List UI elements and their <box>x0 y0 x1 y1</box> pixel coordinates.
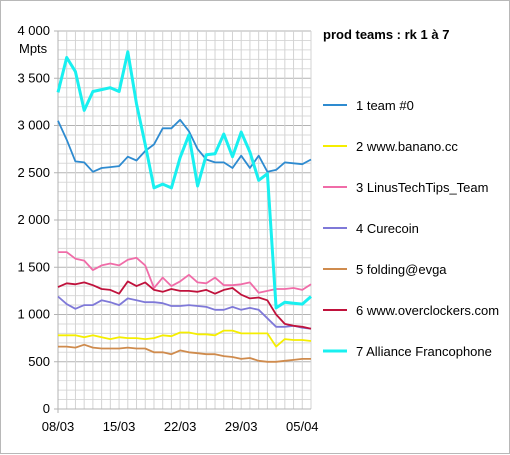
x-tick-label: 29/03 <box>225 419 258 434</box>
legend-label-1: 1 team #0 <box>356 98 414 113</box>
y-tick-label: 4 000 <box>17 23 50 38</box>
chart-title: prod teams : rk 1 à 7 <box>323 27 449 42</box>
x-tick-label: 15/03 <box>103 419 136 434</box>
y-tick-label: 2 500 <box>17 165 50 180</box>
legend-label-4: 4 Curecoin <box>356 221 419 236</box>
chart-axes <box>54 30 311 413</box>
x-tick-label: 08/03 <box>42 419 75 434</box>
series-line-2 <box>58 329 312 348</box>
y-tick-label: 3 000 <box>17 118 50 133</box>
series-line-4 <box>57 295 312 330</box>
y-tick-label: 2 000 <box>17 212 50 227</box>
y-tick-label: 3 500 <box>17 70 50 85</box>
legend-label-2: 2 www.banano.cc <box>356 139 458 154</box>
series-line-6 <box>57 280 312 330</box>
series-line-5 <box>58 343 311 363</box>
x-tick-label: 05/04 <box>286 419 319 434</box>
x-tick-label: 22/03 <box>164 419 197 434</box>
y-tick-label: 500 <box>28 354 50 369</box>
chart-legend: 1 team #0 2 www.banano.cc 3 LinusTechTips_… <box>323 98 499 359</box>
chart-grid <box>57 30 312 410</box>
y-tick-label: 1 500 <box>17 259 50 274</box>
legend-label-6: 6 www.overclockers.com <box>356 303 499 318</box>
chart-series <box>56 50 312 363</box>
legend-label-5: 5 folding@evga <box>356 262 447 277</box>
series-line-3 <box>58 251 312 294</box>
chart-tick-labels: 0 500 1 000 1 500 2 000 2 500 3 000 3 500 4 000 0… <box>17 23 318 434</box>
series-line-7 <box>56 50 312 310</box>
y-axis-unit-label: Mpts <box>19 41 48 56</box>
legend-label-3: 3 LinusTechTips_Team <box>356 180 488 195</box>
y-tick-label: 0 <box>43 401 50 416</box>
y-tick-label: 1 000 <box>17 307 50 322</box>
legend-label-7: 7 Alliance Francophone <box>356 344 492 359</box>
series-line-1 <box>57 118 312 173</box>
